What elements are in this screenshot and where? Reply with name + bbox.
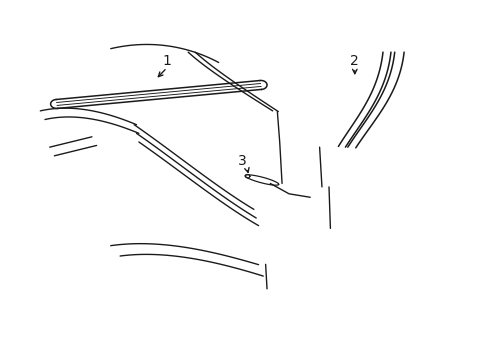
Text: 1: 1	[163, 54, 171, 68]
Text: 3: 3	[237, 154, 246, 168]
Text: 2: 2	[350, 54, 359, 68]
